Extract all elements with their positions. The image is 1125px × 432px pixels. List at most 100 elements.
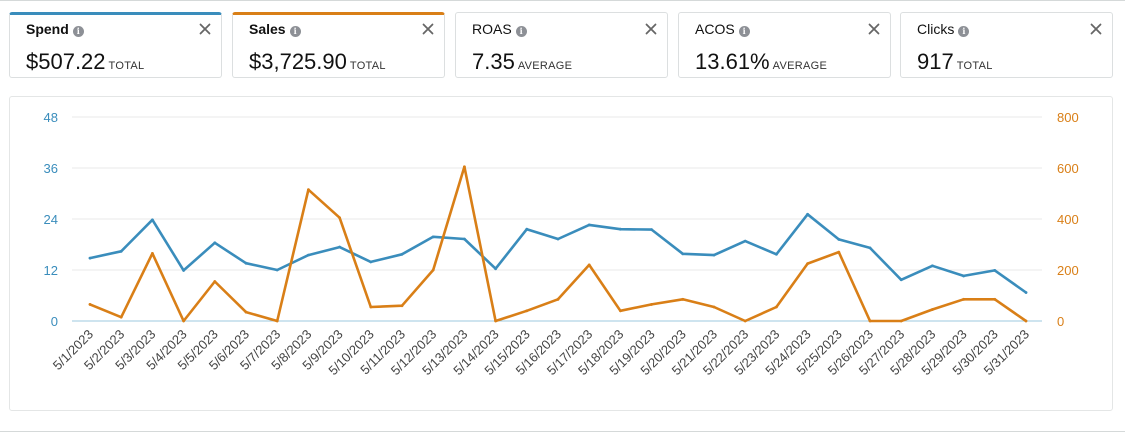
- metric-value-clicks: 917: [917, 49, 954, 74]
- data-point-sales: [119, 315, 123, 319]
- metric-card-sales[interactable]: Sales i $3,725.90 TOTAL: [232, 12, 445, 78]
- metric-value-acos: 13.61%: [695, 49, 770, 74]
- data-point-sales: [712, 305, 716, 309]
- data-point-spend: [712, 253, 716, 257]
- info-icon[interactable]: i: [958, 26, 970, 37]
- close-icon[interactable]: [422, 23, 434, 35]
- data-point-sales: [213, 280, 217, 283]
- metric-card-acos[interactable]: ACOS i 13.61% AVERAGE: [678, 12, 891, 78]
- data-point-spend: [899, 278, 903, 282]
- data-point-sales: [993, 297, 997, 301]
- metric-label-spend: Spend: [26, 21, 69, 37]
- data-point-sales: [88, 303, 92, 306]
- data-point-spend: [650, 228, 653, 232]
- data-point-spend: [931, 264, 934, 268]
- y-left-tick-label: 48: [44, 110, 58, 125]
- data-point-spend: [556, 237, 560, 241]
- metric-unit-acos: AVERAGE: [772, 60, 828, 72]
- metric-card-clicks[interactable]: Clicks i 917 TOTAL: [900, 12, 1113, 78]
- data-point-sales: [587, 263, 591, 267]
- data-point-spend: [743, 239, 747, 243]
- metric-value-sales: $3,725.90: [249, 49, 347, 74]
- metric-unit-sales: TOTAL: [349, 60, 386, 72]
- y-left-tick-label: 12: [44, 263, 58, 278]
- data-point-spend: [400, 252, 404, 256]
- metric-cards: Spend i $507.22 TOTAL Sales i $3,725.90 TOTA…: [9, 12, 1113, 78]
- y-left-tick-label: 36: [44, 161, 58, 176]
- data-point-spend: [587, 223, 591, 227]
- data-point-spend: [868, 246, 872, 250]
- metric-value-roas: 7.35: [472, 49, 515, 74]
- y-right-tick-label: 0: [1057, 314, 1064, 329]
- data-point-spend: [525, 227, 529, 231]
- data-point-sales: [650, 303, 653, 306]
- close-icon[interactable]: [1090, 23, 1102, 35]
- data-point-spend: [993, 269, 997, 272]
- data-point-sales: [775, 305, 778, 309]
- close-icon[interactable]: [645, 23, 657, 35]
- metric-card-spend[interactable]: Spend i $507.22 TOTAL: [9, 12, 222, 78]
- data-point-sales: [431, 268, 435, 272]
- y-left-tick-label: 0: [51, 314, 58, 329]
- info-icon[interactable]: i: [72, 26, 84, 37]
- metric-label-sales: Sales: [249, 21, 286, 37]
- metric-card-roas[interactable]: ROAS i 7.35 AVERAGE: [455, 12, 668, 78]
- data-point-sales: [182, 319, 186, 323]
- data-point-sales: [369, 305, 373, 309]
- data-point-spend: [1024, 291, 1028, 294]
- data-point-spend: [338, 245, 341, 249]
- close-icon[interactable]: [199, 23, 211, 35]
- data-point-spend: [681, 252, 685, 256]
- data-point-spend: [244, 261, 248, 265]
- metric-unit-clicks: TOTAL: [956, 60, 993, 72]
- data-point-spend: [806, 212, 809, 216]
- data-point-sales: [400, 304, 404, 308]
- info-icon[interactable]: i: [289, 26, 301, 37]
- metric-label-roas: ROAS: [472, 21, 512, 37]
- data-point-sales: [338, 216, 341, 220]
- data-point-spend: [775, 252, 778, 256]
- y-right-tick-label: 400: [1057, 212, 1079, 227]
- data-point-spend: [494, 267, 497, 271]
- data-point-sales: [681, 297, 685, 301]
- data-point-spend: [463, 237, 466, 241]
- top-divider: [0, 0, 1125, 1]
- data-point-sales: [899, 319, 903, 323]
- data-point-sales: [619, 309, 622, 313]
- data-point-spend: [88, 256, 92, 260]
- metric-label-clicks: Clicks: [917, 21, 955, 37]
- data-point-sales: [962, 297, 965, 301]
- data-point-spend: [119, 249, 123, 253]
- y-right-tick-label: 800: [1057, 110, 1079, 125]
- info-icon[interactable]: i: [515, 26, 527, 37]
- data-point-sales: [463, 165, 466, 169]
- data-point-sales: [525, 309, 529, 313]
- close-icon[interactable]: [868, 23, 880, 35]
- data-point-spend: [307, 253, 310, 257]
- data-point-spend: [275, 268, 279, 272]
- y-right-tick-label: 200: [1057, 263, 1079, 278]
- data-point-spend: [151, 218, 154, 222]
- data-point-sales: [743, 319, 747, 323]
- data-point-spend: [182, 269, 186, 272]
- data-point-sales: [806, 262, 809, 266]
- data-point-spend: [431, 235, 435, 239]
- metric-value-spend: $507.22: [26, 49, 106, 74]
- y-right-tick-label: 600: [1057, 161, 1079, 176]
- data-point-sales: [556, 297, 560, 301]
- info-icon[interactable]: i: [738, 26, 750, 37]
- data-point-sales: [275, 319, 279, 323]
- data-point-sales: [1024, 319, 1028, 323]
- data-point-sales: [868, 319, 872, 323]
- data-point-sales: [494, 319, 497, 323]
- data-point-spend: [213, 241, 217, 245]
- data-point-spend: [619, 227, 622, 231]
- data-point-spend: [962, 274, 965, 278]
- data-point-sales: [307, 188, 310, 192]
- series-line-sales: [88, 165, 1028, 323]
- metric-unit-spend: TOTAL: [108, 60, 145, 72]
- data-point-spend: [369, 260, 373, 264]
- chart-panel: [9, 96, 1113, 411]
- data-point-sales: [931, 308, 934, 311]
